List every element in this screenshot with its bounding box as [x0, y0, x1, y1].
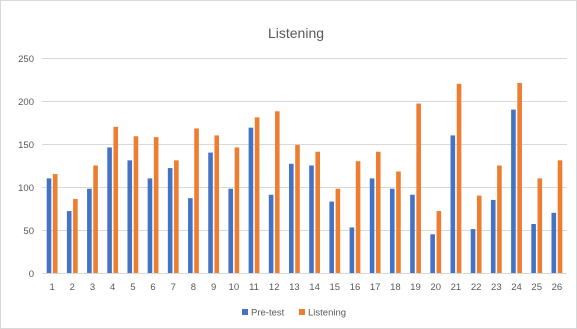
legend: Pre-test Listening: [242, 308, 346, 319]
x-tick-label: 21: [451, 282, 462, 293]
bar-listening-17: [375, 151, 381, 273]
bar-listening-3: [93, 165, 98, 273]
x-tick-label: 19: [410, 282, 421, 293]
bar-listening-22: [476, 195, 482, 273]
x-tick-label: 6: [150, 282, 155, 293]
y-tick-label: 250: [18, 54, 34, 65]
bar-listening-8: [194, 128, 199, 273]
bar-pre-test-8: [188, 198, 193, 273]
bar-listening-7: [174, 160, 179, 273]
bar-pre-test-19: [410, 194, 415, 273]
bar-pre-test-12: [268, 194, 274, 273]
x-tick-label: 11: [249, 282, 259, 293]
bar-listening-6: [153, 137, 159, 273]
bar-pre-test-2: [66, 211, 72, 273]
x-tick-label: 9: [211, 282, 216, 293]
x-tick-label: 14: [309, 282, 320, 293]
bar-listening-18: [396, 171, 401, 273]
bar-pre-test-20: [430, 234, 435, 273]
y-tick-label: 0: [29, 269, 34, 280]
x-tick-label: 23: [491, 282, 502, 293]
x-tick-label: 10: [229, 282, 240, 293]
bar-pre-test-11: [248, 127, 254, 273]
x-tick-label: 7: [171, 282, 176, 293]
bar-pre-test-13: [289, 163, 294, 273]
y-tick-label: 100: [18, 183, 34, 194]
bar-pre-test-16: [349, 227, 355, 273]
legend-swatch-listening: [299, 309, 305, 315]
x-tick-label: 15: [329, 282, 340, 293]
y-tick-label: 50: [23, 226, 34, 237]
bar-pre-test-7: [167, 168, 173, 273]
x-tick-label: 22: [471, 282, 482, 293]
bar-pre-test-10: [228, 188, 234, 273]
bar-listening-10: [234, 147, 240, 273]
y-tick-label: 200: [18, 97, 34, 108]
bar-listening-9: [214, 135, 220, 273]
bar-listening-26: [557, 160, 563, 273]
bar-pre-test-18: [389, 188, 395, 273]
bar-pre-test-23: [490, 199, 496, 273]
bar-pre-test-15: [329, 201, 334, 273]
bar-listening-11: [254, 117, 260, 273]
x-tick-label: 26: [552, 282, 563, 293]
bar-pre-test-22: [470, 229, 476, 273]
bar-listening-15: [335, 188, 341, 273]
x-axis-ticks: 1 2 3 4 5 6 7 8 9 10 11 12 13 14 15 16 17 18 19 20 21 22 23 24 2…: [49, 282, 562, 293]
bar-listening-5: [133, 136, 139, 273]
bar-pre-test-3: [87, 188, 92, 273]
x-tick-label: 2: [70, 282, 75, 293]
bar-listening-1: [52, 174, 58, 273]
bar-listening-4: [113, 126, 119, 273]
x-tick-label: 24: [511, 282, 522, 293]
x-tick-label: 18: [390, 282, 401, 293]
y-tick-label: 150: [18, 140, 34, 151]
bar-pre-test-21: [450, 135, 456, 273]
x-tick-label: 12: [269, 282, 280, 293]
bar-listening-24: [517, 82, 522, 273]
bar-pre-test-24: [511, 109, 516, 273]
bar-listening-16: [355, 161, 361, 273]
chart-title: Listening: [268, 25, 324, 41]
x-tick-label: 20: [430, 282, 441, 293]
bar-pre-test-25: [531, 223, 536, 273]
legend-swatch-pre-test: [242, 309, 248, 315]
bar-pre-test-4: [107, 147, 112, 273]
x-tick-label: 13: [289, 282, 300, 293]
bar-pre-test-17: [369, 178, 375, 273]
x-tick-label: 5: [130, 282, 135, 293]
bar-pre-test-14: [309, 165, 314, 273]
x-tick-label: 25: [531, 282, 542, 293]
y-axis-ticks: 0 50 100 150 200 250: [18, 54, 34, 280]
x-tick-label: 4: [110, 282, 115, 293]
bar-listening-25: [537, 178, 543, 273]
bar-listening-20: [436, 211, 442, 273]
bar-pre-test-9: [208, 152, 213, 273]
bar-pre-test-5: [127, 160, 133, 273]
x-tick-label: 16: [350, 282, 361, 293]
bar-pre-test-6: [147, 178, 153, 273]
legend-label-listening: Listening: [308, 308, 346, 319]
bar-pre-test-1: [46, 178, 52, 273]
bar-listening-23: [497, 165, 502, 273]
legend-label-pre-test: Pre-test: [251, 308, 285, 319]
bar-listening-19: [416, 103, 421, 273]
bars: [46, 82, 563, 273]
bar-listening-14: [315, 151, 320, 273]
x-tick-label: 1: [49, 282, 54, 293]
x-tick-label: 3: [90, 282, 95, 293]
x-tick-label: 8: [191, 282, 196, 293]
bar-listening-13: [295, 144, 300, 273]
bar-listening-2: [73, 199, 78, 273]
bar-pre-test-26: [551, 212, 557, 273]
bar-listening-21: [456, 83, 462, 273]
bar-listening-12: [275, 111, 280, 273]
x-tick-label: 17: [370, 282, 381, 293]
